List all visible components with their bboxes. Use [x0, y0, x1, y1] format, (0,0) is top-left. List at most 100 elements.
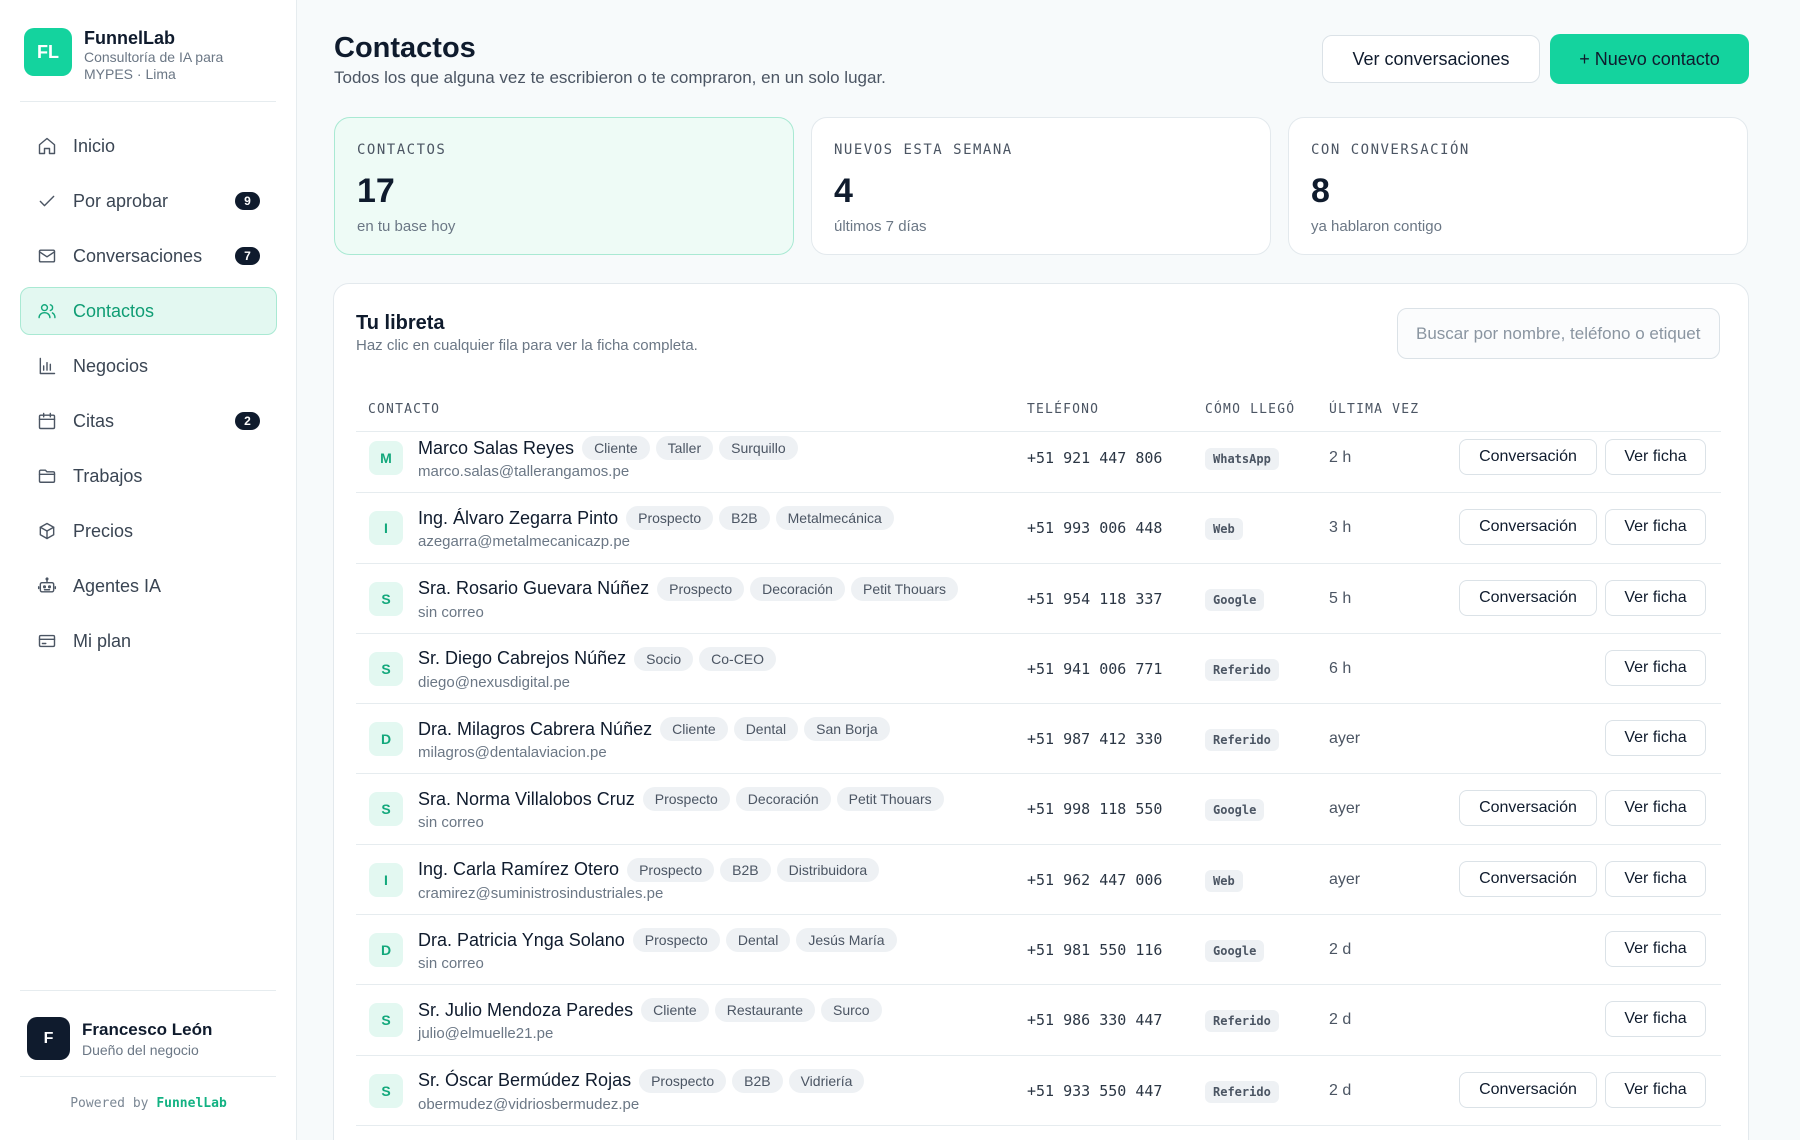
- contact-name-line: Marco Salas Reyes Cliente Taller Surquillo: [418, 436, 804, 460]
- contact-name: Dra. Milagros Cabrera Núñez: [418, 718, 653, 739]
- sidebar-divider-user: [20, 990, 276, 991]
- sidebar-item-agentes-ia[interactable]: Agentes IA: [20, 562, 277, 610]
- sidebar-item-precios[interactable]: Precios: [20, 507, 277, 555]
- view-card-button[interactable]: Ver ficha: [1605, 649, 1706, 686]
- view-card-button[interactable]: Ver ficha: [1605, 860, 1706, 897]
- table-header: CONTACTO TELÉFONO CÓMO LLEGÓ ÚLTIMA VEZ: [356, 394, 1721, 432]
- sidebar-item-mi-plan[interactable]: Mi plan: [20, 617, 277, 665]
- last-seen: ayer: [1329, 870, 1361, 888]
- conversation-button[interactable]: Conversación: [1459, 790, 1597, 827]
- source-badge: Google: [1205, 588, 1265, 611]
- sidebar-item-contactos[interactable]: Contactos: [20, 287, 277, 335]
- sidebar-item-conversaciones[interactable]: Conversaciones 7: [20, 232, 277, 280]
- contact-phone: +51 986 330 447: [1027, 1011, 1163, 1030]
- sidebar-item-por-aprobar[interactable]: Por aprobar 9: [20, 177, 277, 225]
- stat-label: NUEVOS ESTA SEMANA: [834, 142, 1013, 158]
- view-card-button[interactable]: Ver ficha: [1605, 509, 1706, 546]
- sidebar-item-inicio[interactable]: Inicio: [20, 122, 277, 170]
- stat-value: 4: [834, 172, 853, 210]
- contact-tag: Cliente: [641, 998, 709, 1023]
- contact-avatar: S: [369, 792, 403, 827]
- contact-email: sin correo: [418, 955, 484, 973]
- source-badge: Referido: [1205, 1010, 1279, 1033]
- contact-email: sin correo: [418, 603, 484, 621]
- contact-avatar: S: [369, 651, 403, 686]
- contact-tag: Metalmecánica: [775, 506, 894, 531]
- view-card-button[interactable]: Ver ficha: [1605, 1001, 1706, 1038]
- table-row[interactable]: S Sra. Rosario Guevara Núñez Prospecto Deco…: [356, 564, 1721, 634]
- contact-tag: Petit Thouars: [836, 787, 944, 812]
- contact-tag: B2B: [732, 1068, 783, 1093]
- contact-name: Sr. Julio Mendoza Paredes: [418, 999, 634, 1020]
- contact-tag: Taller: [655, 436, 714, 460]
- table-row[interactable]: S Sr. Julio Mendoza Paredes Cliente Restaur…: [356, 985, 1721, 1056]
- conversation-button[interactable]: Conversación: [1459, 509, 1597, 546]
- view-card-button[interactable]: Ver ficha: [1605, 1071, 1706, 1108]
- source-badge: WhatsApp: [1205, 448, 1279, 470]
- sidebar-item-citas[interactable]: Citas 2: [20, 397, 277, 445]
- table-row[interactable]: S Sr. Óscar Bermúdez Rojas Prospecto B2B Vid…: [356, 1056, 1721, 1126]
- contact-avatar: I: [369, 511, 403, 546]
- user-profile[interactable]: F Francesco León Dueño del negocio: [27, 1017, 212, 1060]
- conversation-button[interactable]: Conversación: [1459, 579, 1597, 616]
- sidebar-divider-footer: [20, 1076, 276, 1077]
- new-contact-button[interactable]: + Nuevo contacto: [1550, 34, 1749, 84]
- contact-tag: San Borja: [804, 717, 890, 742]
- contact-tag: Co-CEO: [699, 646, 777, 671]
- brand[interactable]: FL FunnelLab Consultoría de IA para MYPE…: [24, 28, 279, 83]
- view-card-button[interactable]: Ver ficha: [1605, 790, 1706, 827]
- table-row[interactable]: S Sr. Diego Cabrejos Núñez Socio Co-CEO dieg…: [356, 634, 1721, 705]
- stat-label: CONTACTOS: [357, 142, 447, 158]
- robot-icon: [37, 576, 57, 596]
- contact-email: julio@elmuelle21.pe: [418, 1025, 554, 1043]
- sidebar-item-negocios[interactable]: Negocios: [20, 342, 277, 390]
- mail-icon: [37, 246, 57, 266]
- column-header-last[interactable]: ÚLTIMA VEZ: [1329, 402, 1420, 417]
- check-icon: [37, 191, 57, 211]
- powered-prefix: Powered by: [70, 1096, 149, 1111]
- contact-tag: Dental: [725, 928, 791, 953]
- contact-email: marco.salas@tallerangamos.pe: [418, 463, 630, 480]
- book-title: Tu libreta: [356, 312, 445, 334]
- contact-phone: +51 962 447 006: [1027, 870, 1163, 889]
- sidebar-item-label: Negocios: [73, 355, 149, 376]
- conversation-button[interactable]: Conversación: [1459, 860, 1597, 897]
- contact-phone: +51 998 118 550: [1027, 800, 1163, 819]
- contact-name-line: Sra. Rosario Guevara Núñez Prospecto Decor…: [418, 576, 964, 601]
- count-badge: 7: [235, 247, 260, 265]
- view-card-button[interactable]: Ver ficha: [1605, 931, 1706, 968]
- table-row[interactable]: M Marco Salas Reyes Cliente Taller Surquillo…: [356, 423, 1721, 494]
- stat-note: en tu base hoy: [357, 218, 456, 235]
- contact-tag: Prospecto: [642, 787, 730, 812]
- contact-tag: Dental: [733, 717, 799, 742]
- box-icon: [37, 521, 57, 541]
- contact-tag: B2B: [720, 857, 771, 882]
- sidebar-item-trabajos[interactable]: Trabajos: [20, 452, 277, 500]
- book-subtitle: Haz clic en cualquier fila para ver la f…: [356, 337, 698, 354]
- stat-note: últimos 7 días: [834, 218, 927, 235]
- view-card-button[interactable]: Ver ficha: [1605, 720, 1706, 757]
- column-header-phone[interactable]: TELÉFONO: [1027, 402, 1100, 417]
- conversation-button[interactable]: Conversación: [1459, 1071, 1597, 1108]
- contact-tag: Prospecto: [632, 928, 720, 953]
- view-conversations-button[interactable]: Ver conversaciones: [1322, 35, 1540, 83]
- source-badge: Referido: [1205, 729, 1279, 752]
- source-badge: Web: [1205, 869, 1243, 892]
- view-card-button[interactable]: Ver ficha: [1605, 439, 1706, 475]
- column-header-source[interactable]: CÓMO LLEGÓ: [1205, 402, 1296, 417]
- column-header-contact[interactable]: CONTACTO: [368, 402, 441, 417]
- view-card-button[interactable]: Ver ficha: [1605, 579, 1706, 616]
- contact-phone: +51 993 006 448: [1027, 519, 1163, 538]
- table-row[interactable]: D Dra. Patricia Ynga Solano Prospecto Denta…: [356, 915, 1721, 986]
- last-seen: ayer: [1329, 730, 1361, 748]
- stat-card-nuevos-esta-semana: NUEVOS ESTA SEMANA 4 últimos 7 días: [811, 117, 1271, 255]
- stat-value: 17: [357, 172, 395, 210]
- source-badge: Google: [1205, 940, 1265, 963]
- table-row[interactable]: I Ing. Carla Ramírez Otero Prospecto B2B Dis…: [356, 845, 1721, 916]
- search-input[interactable]: [1397, 308, 1720, 359]
- table-row[interactable]: S Sra. Norma Villalobos Cruz Prospecto Deco…: [356, 774, 1721, 845]
- conversation-button[interactable]: Conversación: [1459, 439, 1597, 475]
- table-row[interactable]: I Ing. Álvaro Zegarra Pinto Prospecto B2B Me…: [356, 493, 1721, 564]
- credit-card-icon: [37, 631, 57, 651]
- table-row[interactable]: D Dra. Milagros Cabrera Núñez Cliente Denta…: [356, 704, 1721, 775]
